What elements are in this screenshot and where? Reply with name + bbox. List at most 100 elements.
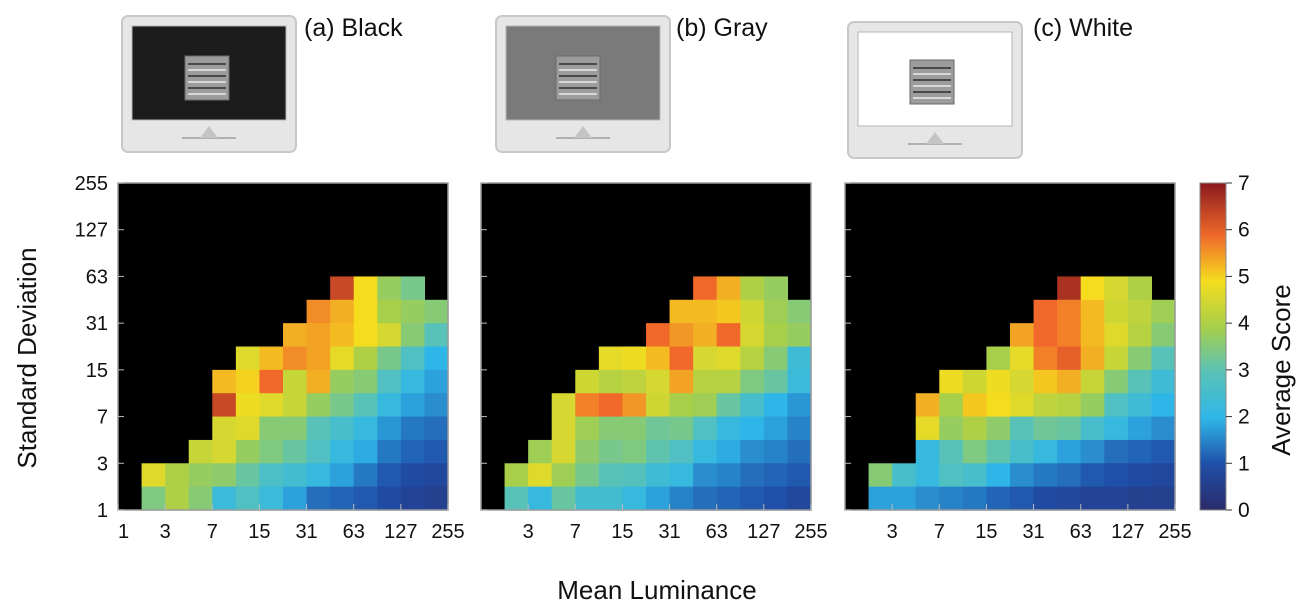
heatmap-cell <box>1104 299 1129 324</box>
x-tick-label: 127 <box>1111 521 1144 543</box>
heatmap-cell <box>763 346 789 371</box>
heatmap-cell <box>575 439 600 464</box>
heatmap-cell <box>212 416 237 441</box>
heatmap-cell <box>646 323 671 348</box>
heatmap-cell <box>598 393 624 418</box>
heatmap-cell <box>740 393 765 418</box>
heatmap-cell <box>575 393 600 418</box>
heatmap-cell <box>622 369 647 394</box>
heatmap-cell <box>188 439 213 464</box>
heatmap-frame <box>480 182 812 511</box>
heatmap-cell <box>551 393 576 418</box>
heatmap-cell <box>212 369 237 394</box>
y-tick-label: 127 <box>75 220 108 242</box>
x-tick-label: 127 <box>747 521 780 543</box>
heatmap-white: 3 7 15 31 63 127 255 <box>844 182 1192 543</box>
heatmap-cell <box>598 369 624 394</box>
heatmap-cell <box>353 323 378 348</box>
heatmap-cell <box>1127 393 1153 418</box>
heatmap-cell <box>259 369 284 394</box>
heatmap-cell <box>740 486 765 511</box>
heatmap-cell <box>986 416 1011 441</box>
heatmap-cell <box>235 416 261 441</box>
heatmap-cell <box>740 463 765 488</box>
heatmap-cell <box>763 486 789 511</box>
heatmap-cell <box>646 369 671 394</box>
heatmap-cell <box>787 299 812 324</box>
heatmap-cell <box>165 486 190 511</box>
heatmap-cell <box>1033 346 1058 371</box>
heatmap-cell <box>740 416 765 441</box>
heatmap-cell <box>1151 346 1176 371</box>
heatmap-cell <box>787 369 812 394</box>
heatmap-cell <box>1151 463 1176 488</box>
heatmap-cell <box>1127 346 1153 371</box>
heatmap-frame <box>117 182 449 511</box>
heatmap-cell <box>716 393 741 418</box>
y-tick-label: 15 <box>86 360 108 382</box>
heatmap-cell <box>669 369 694 394</box>
heatmap-cell <box>1010 416 1035 441</box>
heatmap-cell <box>188 486 213 511</box>
panel-title-gray: (b) Gray <box>676 14 768 42</box>
heatmap-cell <box>669 439 694 464</box>
heatmap-cell <box>939 393 964 418</box>
heatmap-cell <box>939 439 964 464</box>
heatmap-cell <box>693 439 718 464</box>
heatmap-cell <box>622 416 647 441</box>
heatmap-cell <box>868 486 893 511</box>
heatmap-cell <box>693 463 718 488</box>
heatmap-cell <box>1080 439 1105 464</box>
x-tick-label: 15 <box>975 521 997 543</box>
x-tick-label: 3 <box>523 521 534 543</box>
heatmap-cell <box>1033 323 1058 348</box>
heatmap-cell <box>1104 416 1129 441</box>
heatmap-cell <box>283 439 308 464</box>
heatmap-cell <box>892 486 917 511</box>
y-tick-label: 7 <box>97 407 108 429</box>
heatmap-cell <box>669 299 694 324</box>
heatmap-cell <box>740 323 765 348</box>
heatmap-cell <box>424 416 449 441</box>
heatmap-cell <box>1104 323 1129 348</box>
heatmap-cell <box>716 439 741 464</box>
heatmap-cell <box>551 463 576 488</box>
heatmap-cell <box>669 346 694 371</box>
x-tick-label: 31 <box>1022 521 1044 543</box>
heatmap-cell <box>1033 416 1058 441</box>
heatmap-cell <box>740 299 765 324</box>
heatmap-cell <box>986 369 1011 394</box>
heatmap-cell <box>141 486 166 511</box>
heatmap-cell <box>693 393 718 418</box>
heatmap-cell <box>377 299 402 324</box>
heatmap-cell <box>763 439 789 464</box>
heatmap-cell <box>400 323 426 348</box>
heatmap-cell <box>763 369 789 394</box>
heatmap-cell <box>716 463 741 488</box>
heatmap-cell <box>962 463 988 488</box>
heatmap-cell <box>716 299 741 324</box>
heatmap-cell <box>986 463 1011 488</box>
colorbar-ticks: 0 1 2 3 4 5 6 7 <box>1226 172 1250 522</box>
heatmap-cell <box>1151 486 1176 511</box>
heatmap-cell <box>915 486 940 511</box>
heatmap-cell <box>939 369 964 394</box>
heatmap-cell <box>141 463 166 488</box>
heatmap-cell <box>622 486 647 511</box>
heatmap-cell <box>424 393 449 418</box>
heatmap-cell <box>353 276 378 301</box>
y-tick-label: 3 <box>97 453 108 475</box>
heatmap-cell <box>1104 369 1129 394</box>
heatmap-cell <box>400 486 426 511</box>
heatmap-cell <box>1104 276 1129 301</box>
heatmap-cell <box>1057 346 1082 371</box>
x-tick-label: 63 <box>1070 521 1092 543</box>
y-tick-label: 1 <box>97 500 108 522</box>
heatmap-cell <box>575 463 600 488</box>
heatmap-cell <box>377 369 402 394</box>
heatmap-cell <box>259 416 284 441</box>
heatmap-cell <box>377 276 402 301</box>
heatmap-cell <box>1127 323 1153 348</box>
heatmap-cell <box>353 486 378 511</box>
heatmap-cell <box>1127 299 1153 324</box>
